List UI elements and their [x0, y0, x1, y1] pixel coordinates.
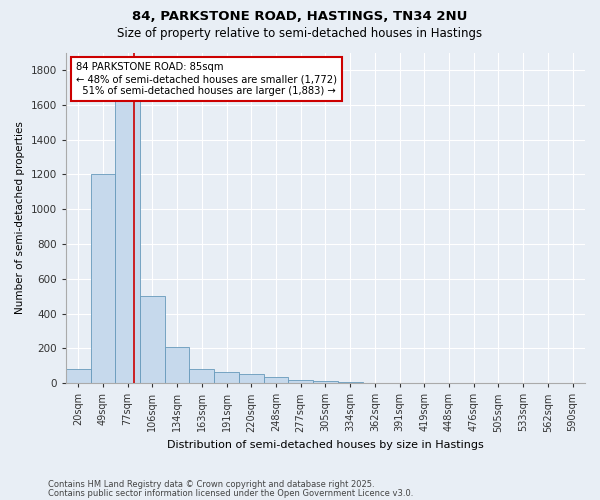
Y-axis label: Number of semi-detached properties: Number of semi-detached properties	[15, 122, 25, 314]
Text: 84 PARKSTONE ROAD: 85sqm
← 48% of semi-detached houses are smaller (1,772)
  51%: 84 PARKSTONE ROAD: 85sqm ← 48% of semi-d…	[76, 62, 337, 96]
Bar	[263, 377, 289, 383]
Text: Contains public sector information licensed under the Open Government Licence v3: Contains public sector information licen…	[48, 488, 413, 498]
Text: 84, PARKSTONE ROAD, HASTINGS, TN34 2NU: 84, PARKSTONE ROAD, HASTINGS, TN34 2NU	[133, 10, 467, 23]
X-axis label: Distribution of semi-detached houses by size in Hastings: Distribution of semi-detached houses by …	[167, 440, 484, 450]
Bar	[338, 382, 362, 383]
Bar	[190, 369, 214, 383]
Bar	[239, 374, 263, 383]
Bar	[140, 296, 165, 383]
Bar	[91, 174, 115, 383]
Text: Contains HM Land Registry data © Crown copyright and database right 2025.: Contains HM Land Registry data © Crown c…	[48, 480, 374, 489]
Bar	[66, 369, 91, 383]
Text: Size of property relative to semi-detached houses in Hastings: Size of property relative to semi-detach…	[118, 28, 482, 40]
Bar	[214, 372, 239, 383]
Bar	[115, 96, 140, 383]
Bar	[313, 380, 338, 383]
Bar	[289, 380, 313, 383]
Bar	[165, 346, 190, 383]
